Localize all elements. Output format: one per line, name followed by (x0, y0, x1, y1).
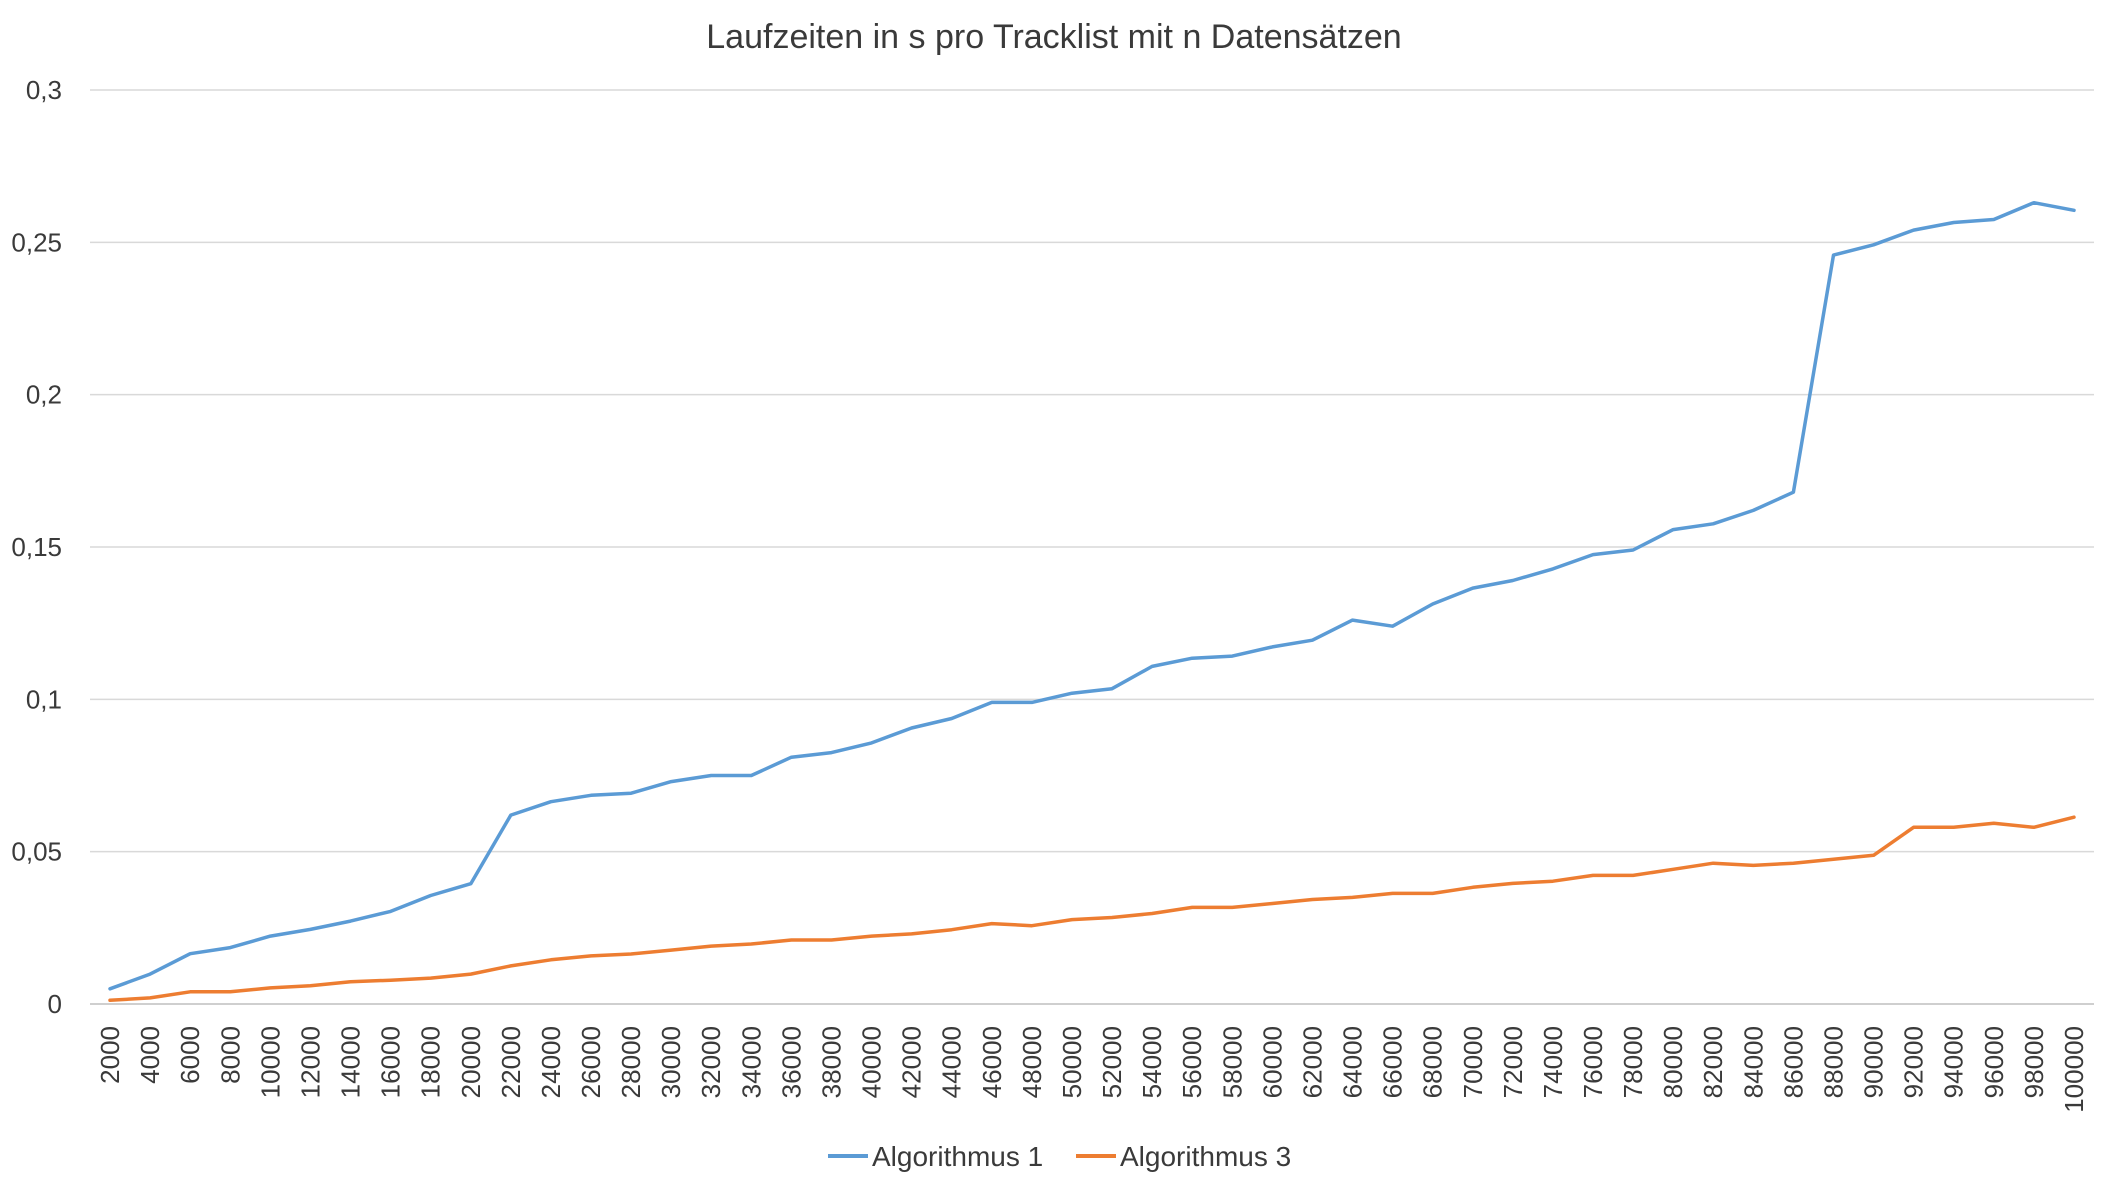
x-tick-label: 12000 (295, 1026, 325, 1098)
x-tick-label: 100000 (2059, 1026, 2089, 1113)
x-tick-label: 88000 (1818, 1026, 1848, 1098)
x-tick-label: 58000 (1217, 1026, 1247, 1098)
x-tick-label: 48000 (1017, 1026, 1047, 1098)
x-tick-label: 50000 (1057, 1026, 1087, 1098)
x-tick-label: 2000 (95, 1026, 125, 1084)
x-tick-label: 8000 (215, 1026, 245, 1084)
x-tick-label: 54000 (1137, 1026, 1167, 1098)
x-tick-label: 76000 (1578, 1026, 1608, 1098)
x-tick-label: 62000 (1297, 1026, 1327, 1098)
x-axis-ticks: 2000 4000 6000 8000 10000 12000 14000 16000 1800… (95, 1026, 2089, 1113)
x-tick-label: 68000 (1418, 1026, 1448, 1098)
y-tick-label: 0,1 (26, 684, 62, 714)
series-line-2 (108, 815, 2076, 1003)
x-tick-label: 92000 (1899, 1026, 1929, 1098)
x-tick-label: 52000 (1097, 1026, 1127, 1098)
x-tick-label: 98000 (2019, 1026, 2049, 1098)
x-tick-label: 28000 (616, 1026, 646, 1098)
x-tick-label: 94000 (1939, 1026, 1969, 1098)
x-tick-label: 30000 (656, 1026, 686, 1098)
x-tick-label: 74000 (1538, 1026, 1568, 1098)
x-tick-label: 46000 (977, 1026, 1007, 1098)
x-tick-label: 96000 (1979, 1026, 2009, 1098)
x-tick-label: 24000 (536, 1026, 566, 1098)
x-tick-label: 6000 (175, 1026, 205, 1084)
y-tick-label: 0,3 (26, 75, 62, 105)
x-tick-label: 38000 (816, 1026, 846, 1098)
x-tick-label: 64000 (1338, 1026, 1368, 1098)
x-tick-label: 90000 (1859, 1026, 1889, 1098)
x-tick-label: 34000 (736, 1026, 766, 1098)
y-tick-label: 0,15 (11, 532, 62, 562)
x-tick-label: 32000 (696, 1026, 726, 1098)
y-axis-ticks: 0 0,05 0,1 0,15 0,2 0,25 0,3 (11, 75, 62, 1019)
x-tick-label: 44000 (937, 1026, 967, 1098)
x-tick-label: 18000 (416, 1026, 446, 1098)
x-tick-label: 42000 (897, 1026, 927, 1098)
y-tick-label: 0,25 (11, 227, 62, 257)
x-tick-label: 26000 (576, 1026, 606, 1098)
x-tick-label: 56000 (1177, 1026, 1207, 1098)
series-line-1 (108, 200, 2076, 991)
x-tick-label: 60000 (1257, 1026, 1287, 1098)
x-tick-label: 84000 (1738, 1026, 1768, 1098)
chart-title: Laufzeiten in s pro Tracklist mit n Date… (706, 18, 1401, 56)
x-tick-label: 36000 (776, 1026, 806, 1098)
legend-label: Algorithmus 1 (872, 1141, 1043, 1172)
x-tick-label: 20000 (456, 1026, 486, 1098)
x-tick-label: 14000 (336, 1026, 366, 1098)
legend-label: Algorithmus 3 (1120, 1141, 1291, 1172)
y-tick-label: 0 (48, 989, 62, 1019)
x-tick-label: 78000 (1618, 1026, 1648, 1098)
x-tick-label: 86000 (1778, 1026, 1808, 1098)
x-tick-label: 66000 (1378, 1026, 1408, 1098)
x-tick-label: 16000 (376, 1026, 406, 1098)
x-tick-label: 70000 (1458, 1026, 1488, 1098)
x-tick-label: 80000 (1658, 1026, 1688, 1098)
x-tick-label: 4000 (135, 1026, 165, 1084)
series-lines (108, 200, 2076, 1003)
gridlines (90, 89, 2094, 1005)
x-tick-label: 10000 (255, 1026, 285, 1098)
y-tick-label: 0,2 (26, 380, 62, 410)
x-tick-label: 72000 (1498, 1026, 1528, 1098)
x-tick-label: 82000 (1698, 1026, 1728, 1098)
y-tick-label: 0,05 (11, 837, 62, 867)
x-tick-label: 22000 (496, 1026, 526, 1098)
legend: Algorithmus 1 Algorithmus 3 (828, 1141, 1291, 1172)
x-tick-label: 40000 (857, 1026, 887, 1098)
